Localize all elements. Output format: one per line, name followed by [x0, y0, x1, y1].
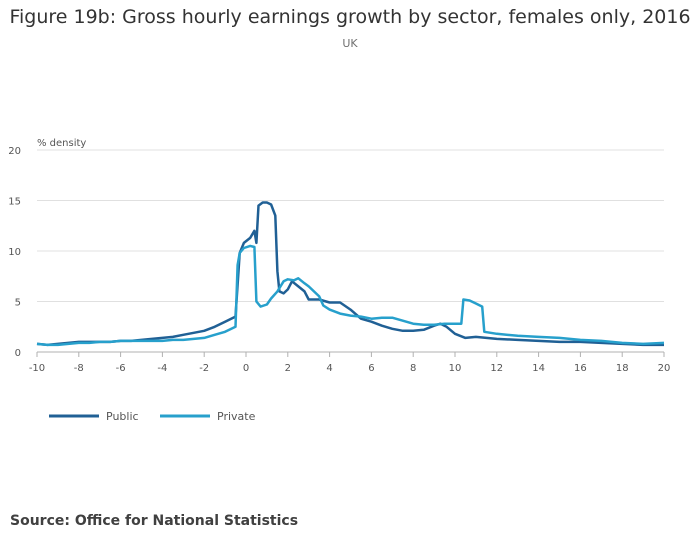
series-line-public — [36, 201, 664, 347]
y-tick-label: 15 — [8, 197, 21, 208]
x-tick-label: 0 — [243, 363, 249, 374]
x-tick-label: 8 — [410, 363, 416, 374]
x-tick-label: -8 — [74, 363, 84, 374]
series-line-private — [36, 244, 665, 347]
x-tick-label: 20 — [658, 363, 671, 374]
grid-lines — [37, 149, 664, 302]
x-tick-label: 6 — [368, 363, 374, 374]
x-tick-label: 12 — [490, 363, 503, 374]
chart-title: Figure 19b: Gross hourly earnings growth… — [9, 6, 691, 28]
series-lines — [36, 201, 665, 347]
y-axis-label: % density — [37, 138, 86, 149]
y-tick-label: 0 — [15, 348, 21, 359]
x-tick-label: -6 — [116, 363, 126, 374]
y-tick-label: 10 — [8, 247, 21, 258]
x-tick-label: -4 — [157, 363, 167, 374]
y-tick-label: 20 — [8, 146, 21, 157]
x-tick-label: 10 — [449, 363, 462, 374]
x-tick-label: 16 — [574, 363, 587, 374]
y-tick-label: 5 — [15, 298, 21, 309]
x-tick-label: 18 — [616, 363, 629, 374]
legend: Public Private — [49, 410, 256, 423]
x-tick-label: 2 — [285, 363, 291, 374]
chart-subtitle: UK — [342, 37, 358, 50]
x-tick-label: -10 — [29, 363, 45, 374]
y-axis-ticks: 0 5 10 15 20 — [8, 146, 21, 359]
x-axis: -10 -8 -6 -4 -2 0 2 4 6 8 10 12 14 16 18 20 — [29, 351, 671, 374]
legend-label-private: Private — [217, 410, 256, 423]
x-tick-label: -2 — [199, 363, 209, 374]
x-tick-label: 4 — [326, 363, 332, 374]
x-tick-label: 14 — [532, 363, 545, 374]
legend-label-public: Public — [106, 410, 139, 423]
source-note: Source: Office for National Statistics — [10, 513, 299, 529]
